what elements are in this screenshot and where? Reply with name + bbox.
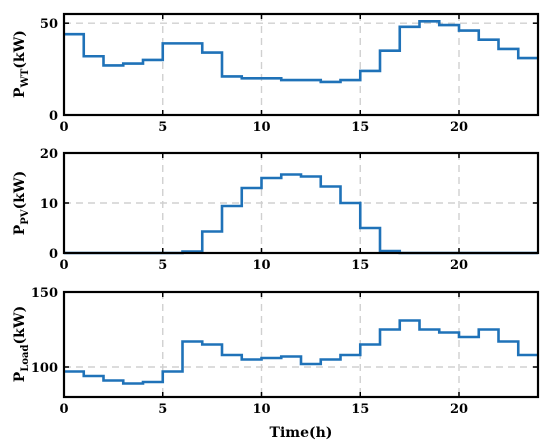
x-axis-label: Time(h) <box>270 425 333 441</box>
y-axis-label-main: P <box>12 371 28 382</box>
panel-wind-power: 0 5 10 15 20 0 50 PWT(kW) <box>12 12 540 135</box>
x-tick-label: 15 <box>351 120 369 135</box>
y-tick-label: 20 <box>40 147 58 162</box>
x-tick-label: 0 <box>59 258 68 273</box>
y-tick-label: 150 <box>31 286 58 301</box>
y-axis-label-unit: (kW) <box>12 30 28 69</box>
x-tick-label: 15 <box>351 258 369 273</box>
y-tick-label: 50 <box>40 17 58 32</box>
axes-frame <box>62 12 540 117</box>
x-tick-label: 5 <box>158 402 167 417</box>
y-axis-label: PWT(kW) <box>12 30 31 98</box>
series-line <box>64 173 538 255</box>
y-axis-label-subscript: WT <box>20 68 31 88</box>
x-tick-label: 20 <box>450 402 468 417</box>
x-tick-label: 10 <box>252 258 270 273</box>
x-tick-label: 5 <box>158 120 167 135</box>
axes-frame <box>62 290 540 399</box>
y-tick-label: 10 <box>40 197 58 212</box>
y-axis-label: PPV(kW) <box>12 171 31 235</box>
y-tick-label: 0 <box>49 109 58 124</box>
x-tick-label: 15 <box>351 402 369 417</box>
panel-pv-power: 0 5 10 15 20 0 10 20 PPV(kW) <box>12 147 540 273</box>
y-axis-label-unit: (kW) <box>12 171 28 210</box>
y-axis-label: PLoad(kW) <box>12 306 31 382</box>
y-axis-label-subscript: PV <box>20 209 31 225</box>
x-tick-label: 0 <box>59 402 68 417</box>
series-line <box>64 20 538 84</box>
x-tick-label: 5 <box>158 258 167 273</box>
y-axis-label-main: P <box>12 224 28 235</box>
series-line <box>64 319 538 385</box>
x-tick-label: 10 <box>252 402 270 417</box>
x-tick-label: 20 <box>450 120 468 135</box>
y-axis-label-subscript: Load <box>20 344 31 371</box>
y-axis-label-main: P <box>12 87 28 98</box>
y-axis-label-unit: (kW) <box>12 306 28 345</box>
x-tick-label: 0 <box>59 120 68 135</box>
x-tick-label: 20 <box>450 258 468 273</box>
y-tick-label: 0 <box>49 247 58 262</box>
y-tick-label: 100 <box>31 361 58 376</box>
x-tick-label: 10 <box>252 120 270 135</box>
